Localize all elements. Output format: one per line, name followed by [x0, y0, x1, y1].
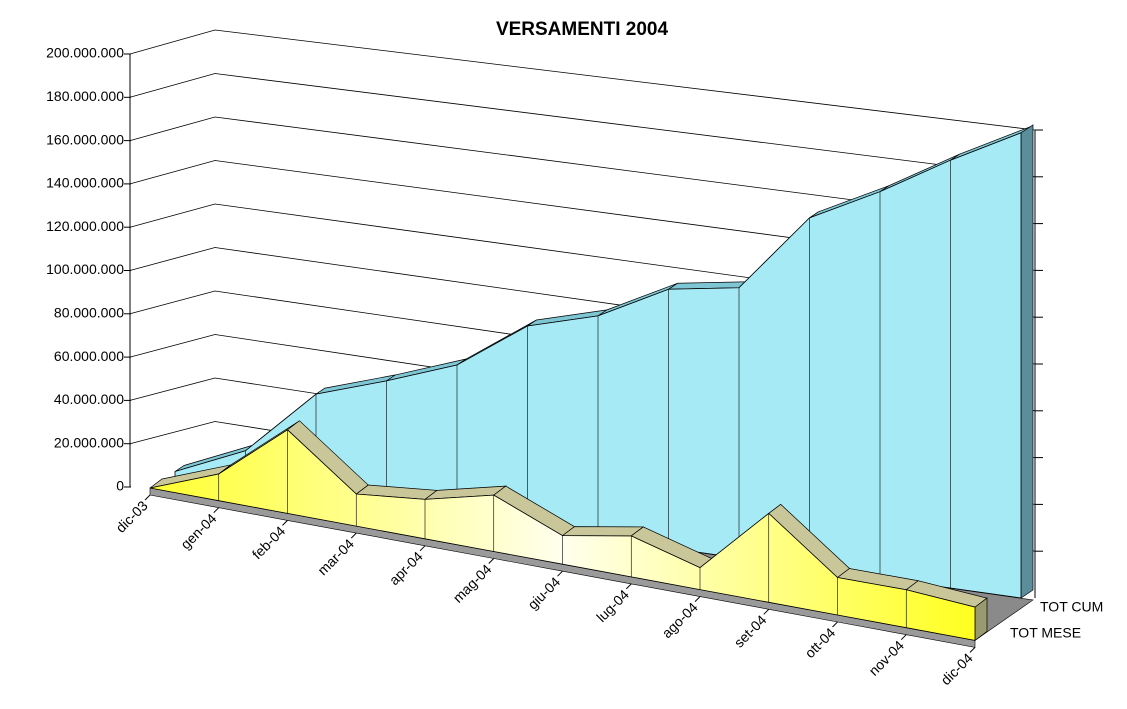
- x-tick-label: lug-04: [593, 586, 632, 625]
- y-tick-label: 140.000.000: [46, 175, 124, 191]
- x-tick-label: ott-04: [802, 624, 839, 661]
- x-tick-label: mag-04: [450, 561, 495, 606]
- x-tick-label: gen-04: [177, 510, 219, 552]
- x-tick: [969, 647, 976, 653]
- x-tick: [763, 608, 770, 615]
- y-tick-label: 20.000.000: [54, 434, 124, 450]
- x-tick: [900, 634, 907, 641]
- x-tick: [832, 621, 838, 628]
- y-tick-label: 160.000.000: [46, 131, 124, 147]
- x-tick: [282, 520, 288, 526]
- legend-label: TOT CUM: [1040, 599, 1103, 615]
- chart-title: VERSAMENTI 2004: [496, 19, 669, 40]
- grid-line: [129, 160, 1036, 271]
- x-tick-label: nov-04: [865, 637, 907, 679]
- x-tick: [419, 545, 426, 552]
- y-tick-label: 0: [116, 478, 124, 494]
- x-tick-label: apr-04: [386, 548, 426, 588]
- x-tick: [350, 532, 357, 539]
- y-tick-label: 100.000.000: [46, 261, 124, 277]
- x-tick: [625, 583, 632, 590]
- y-tick-label: 200.000.000: [46, 45, 124, 61]
- x-tick-label: ago-04: [659, 599, 701, 641]
- legend-label: TOT MESE: [1010, 625, 1081, 641]
- x-tick: [488, 558, 495, 564]
- x-tick-label: set-04: [731, 612, 770, 651]
- x-tick: [557, 570, 563, 577]
- y-tick-label: 40.000.000: [54, 391, 124, 407]
- y-tick-label: 120.000.000: [46, 218, 124, 234]
- y-tick-label: 180.000.000: [46, 88, 124, 104]
- x-tick: [144, 494, 151, 501]
- x-tick-label: dic-03: [112, 497, 150, 535]
- x-tick-label: dic-04: [937, 650, 975, 688]
- grid-line: [129, 116, 1036, 224]
- x-tick: [213, 507, 220, 514]
- x-tick-label: feb-04: [249, 523, 289, 563]
- grid-line: [129, 29, 1036, 131]
- grid-line: [129, 73, 1036, 178]
- area-top: [561, 526, 645, 537]
- x-tick: [694, 596, 701, 602]
- y-tick-label: 60.000.000: [54, 348, 124, 364]
- area-end: [1020, 124, 1034, 599]
- x-tick-label: mar-04: [314, 535, 357, 578]
- y-tick-label: 80.000.000: [54, 305, 124, 321]
- x-tick-label: giu-04: [524, 573, 563, 612]
